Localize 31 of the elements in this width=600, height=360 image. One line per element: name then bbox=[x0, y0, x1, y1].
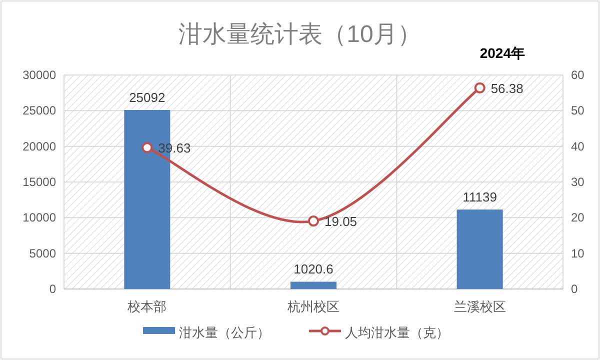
y-tick-label: 15000 bbox=[22, 175, 56, 189]
y2-tick-label: 40 bbox=[571, 139, 585, 154]
y-tick-label: 10000 bbox=[22, 210, 56, 225]
y-tick-label: 25000 bbox=[22, 104, 56, 118]
point bbox=[308, 216, 319, 227]
bar bbox=[456, 210, 503, 289]
y-tick-label: 30000 bbox=[22, 68, 56, 82]
y-tick-label: 20000 bbox=[22, 139, 56, 154]
y2-tick-label: 0 bbox=[571, 282, 578, 296]
y-tick-label: 0 bbox=[49, 282, 56, 296]
chart-subtitle: 2024年 bbox=[480, 45, 525, 61]
data-label: 19.05 bbox=[324, 214, 358, 230]
point bbox=[474, 82, 486, 94]
y2-tick-label: 20 bbox=[571, 210, 585, 225]
y2-tick-label: 60 bbox=[571, 68, 585, 82]
legend-label: 人均泔水量（克） bbox=[345, 325, 449, 340]
point bbox=[142, 142, 153, 154]
y-tick-label: 5000 bbox=[29, 246, 56, 260]
x-tick-label: 杭州校区 bbox=[286, 299, 340, 314]
y2-tick-label: 30 bbox=[571, 175, 585, 189]
data-label: 56.38 bbox=[490, 80, 524, 96]
x-tick-label: 校本部 bbox=[126, 299, 167, 314]
legend-label: 泔水量（公斤） bbox=[179, 325, 270, 340]
chart-title: 泔水量统计表（10月） bbox=[178, 21, 422, 48]
y2-tick-label: 50 bbox=[571, 104, 585, 118]
data-label: 25092 bbox=[129, 90, 166, 106]
y2-tick-label: 10 bbox=[571, 246, 585, 260]
data-label: 11139 bbox=[462, 190, 497, 205]
data-label: 1020.6 bbox=[294, 262, 334, 277]
x-tick-label: 兰溪校区 bbox=[454, 299, 506, 314]
bar bbox=[290, 282, 336, 289]
